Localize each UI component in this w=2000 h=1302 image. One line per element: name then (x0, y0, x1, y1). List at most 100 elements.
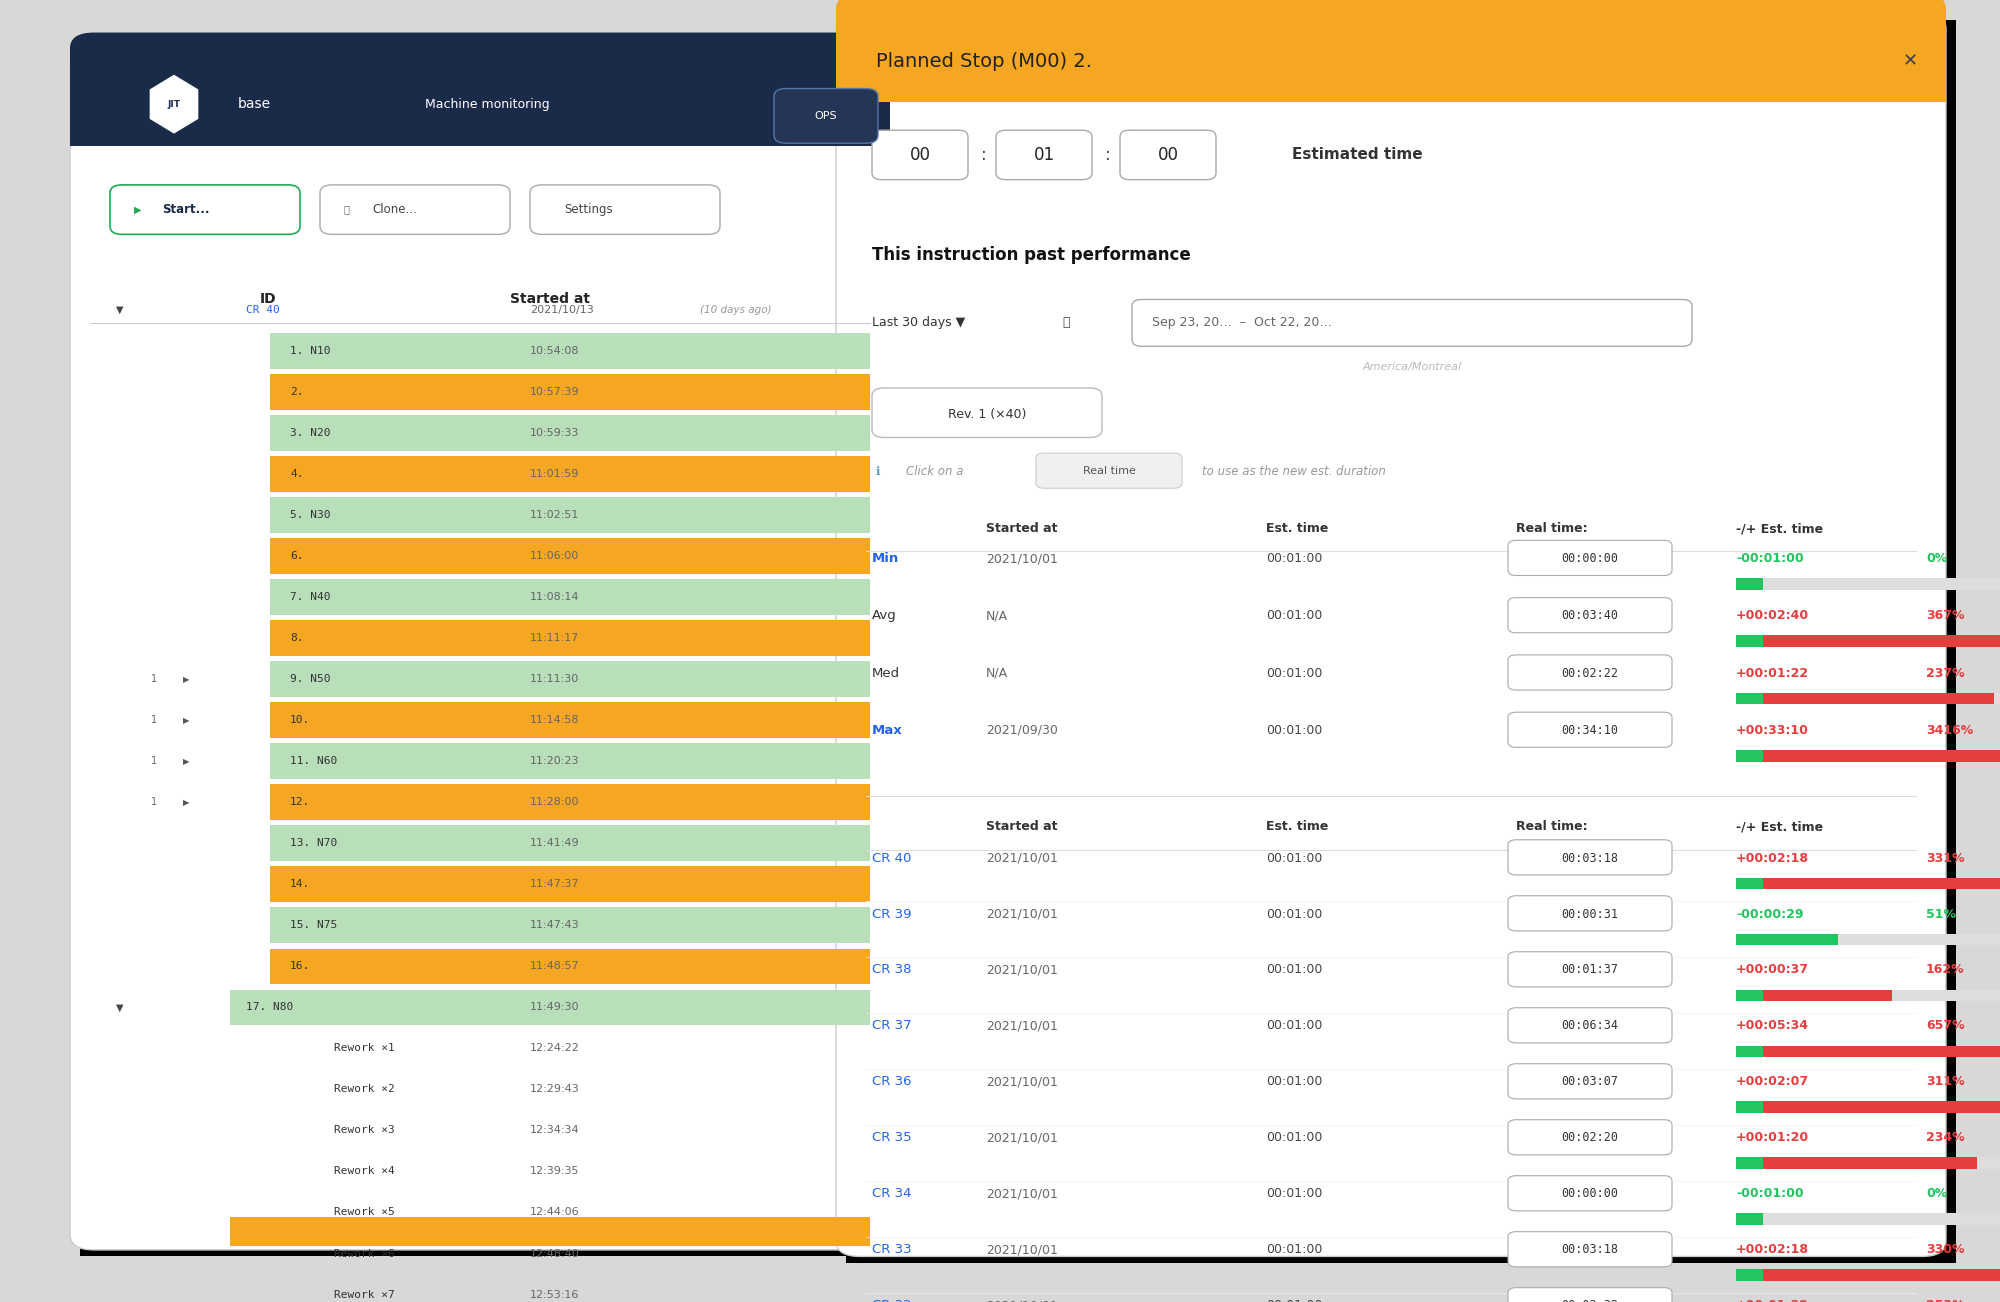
Text: +00:33:10: +00:33:10 (1736, 724, 1808, 737)
FancyBboxPatch shape (1508, 1064, 1672, 1099)
Text: 11:20:23: 11:20:23 (530, 756, 580, 767)
Text: 00:01:00: 00:01:00 (1266, 1187, 1322, 1200)
Bar (270, 702, 870, 738)
Text: 1. N10: 1. N10 (290, 346, 330, 357)
Text: +00:02:18: +00:02:18 (1736, 1243, 1808, 1256)
Text: ✕: ✕ (1902, 52, 1918, 70)
Text: 11:14:58: 11:14:58 (530, 715, 580, 725)
Text: ID: ID (260, 293, 276, 306)
Text: Real time: Real time (1082, 466, 1136, 477)
Text: Est. time: Est. time (1266, 820, 1328, 833)
Text: 13. N70: 13. N70 (290, 838, 338, 849)
Text: -/+ Est. time: -/+ Est. time (1736, 820, 1824, 833)
Text: 00:01:00: 00:01:00 (1266, 1075, 1322, 1088)
Text: 11:28:00: 11:28:00 (530, 797, 580, 807)
Text: Avg: Avg (872, 609, 896, 622)
Bar (1736, 1213, 2000, 1225)
Text: ▶: ▶ (182, 798, 190, 807)
Text: +00:02:07: +00:02:07 (1736, 1075, 1810, 1088)
Text: ▶: ▶ (134, 204, 142, 215)
Text: 12:39:35: 12:39:35 (530, 1167, 580, 1177)
Text: 10:57:39: 10:57:39 (530, 387, 580, 397)
Text: +00:01:32: +00:01:32 (1736, 1299, 1808, 1302)
Text: 1: 1 (150, 756, 158, 767)
Polygon shape (150, 76, 198, 133)
Text: 00:01:00: 00:01:00 (1266, 552, 1322, 565)
Text: CR 36: CR 36 (872, 1075, 912, 1088)
Text: 234%: 234% (1926, 1131, 1964, 1144)
Text: 12.: 12. (290, 797, 310, 807)
Bar (1736, 878, 2000, 889)
Text: 2.: 2. (290, 387, 304, 397)
Text: CR 40: CR 40 (246, 305, 280, 315)
FancyBboxPatch shape (1036, 453, 1182, 488)
FancyBboxPatch shape (1508, 1008, 1672, 1043)
Text: to use as the new est. duration: to use as the new est. duration (1202, 465, 1386, 478)
Bar (270, 538, 870, 574)
Text: 2021/10/01: 2021/10/01 (986, 1131, 1058, 1144)
Bar (270, 333, 870, 368)
FancyBboxPatch shape (110, 185, 300, 234)
Bar (1764, 750, 2000, 762)
Text: Est. time: Est. time (1266, 522, 1328, 535)
Text: (10 days ago): (10 days ago) (700, 305, 772, 315)
Text: 12:53:16: 12:53:16 (530, 1289, 580, 1299)
Text: ⧉: ⧉ (344, 204, 350, 215)
Text: 00:03:40: 00:03:40 (1562, 609, 1618, 622)
Bar (1736, 934, 1838, 945)
Text: 2021/10/01: 2021/10/01 (986, 1243, 1058, 1256)
FancyBboxPatch shape (872, 130, 968, 180)
Text: 00: 00 (1158, 146, 1178, 164)
FancyBboxPatch shape (1508, 598, 1672, 633)
Text: 2021/10/13: 2021/10/13 (530, 305, 594, 315)
Bar (270, 456, 870, 492)
Text: 00:02:22: 00:02:22 (1562, 667, 1618, 680)
Text: Click on a: Click on a (906, 465, 964, 478)
Text: 3. N20: 3. N20 (290, 428, 330, 439)
Text: 00:01:00: 00:01:00 (1266, 852, 1322, 865)
Text: 00:00:00: 00:00:00 (1562, 1187, 1618, 1200)
Bar (270, 415, 870, 450)
Bar (270, 948, 870, 984)
Bar (1736, 1046, 1764, 1057)
FancyBboxPatch shape (70, 52, 890, 1250)
Text: Med: Med (872, 667, 900, 680)
FancyBboxPatch shape (1508, 1176, 1672, 1211)
Text: +00:05:34: +00:05:34 (1736, 1019, 1808, 1032)
Text: 162%: 162% (1926, 963, 1964, 976)
Text: 00:03:18: 00:03:18 (1562, 852, 1618, 865)
Text: 11:11:17: 11:11:17 (530, 633, 580, 643)
Text: Machine monitoring: Machine monitoring (418, 98, 550, 111)
Bar (1736, 578, 2000, 590)
Text: 00:01:00: 00:01:00 (1266, 963, 1322, 976)
Bar (1764, 1157, 1978, 1169)
Text: JIT: JIT (168, 100, 180, 108)
Bar (230, 1217, 870, 1246)
FancyBboxPatch shape (1508, 1232, 1672, 1267)
Bar (1736, 934, 2000, 945)
Text: CR 38: CR 38 (872, 963, 912, 976)
Text: Rework ×5: Rework ×5 (334, 1207, 394, 1217)
Text: Planned Stop (M00) 2.: Planned Stop (M00) 2. (876, 52, 1092, 70)
Text: +00:01:20: +00:01:20 (1736, 1131, 1810, 1144)
Text: ▶: ▶ (182, 716, 190, 725)
Text: 12:44:06: 12:44:06 (530, 1207, 580, 1217)
Text: 01: 01 (1034, 146, 1054, 164)
Bar (1736, 635, 1764, 647)
Text: 5. N30: 5. N30 (290, 510, 330, 521)
Bar (80, 59, 900, 1256)
Bar (1764, 990, 1892, 1001)
FancyBboxPatch shape (1508, 896, 1672, 931)
Text: Rev. 1 (×40): Rev. 1 (×40) (948, 408, 1026, 421)
Text: Settings: Settings (564, 203, 612, 216)
Bar (1736, 750, 1764, 762)
FancyBboxPatch shape (872, 388, 1102, 437)
Text: 11:01:59: 11:01:59 (530, 469, 580, 479)
Text: 8.: 8. (290, 633, 304, 643)
Bar (1736, 878, 1764, 889)
Text: 16.: 16. (290, 961, 310, 971)
Bar (1736, 1157, 1764, 1169)
Text: 237%: 237% (1926, 667, 1964, 680)
Text: -00:00:29: -00:00:29 (1736, 907, 1804, 921)
Text: Estimated time: Estimated time (1292, 147, 1422, 163)
